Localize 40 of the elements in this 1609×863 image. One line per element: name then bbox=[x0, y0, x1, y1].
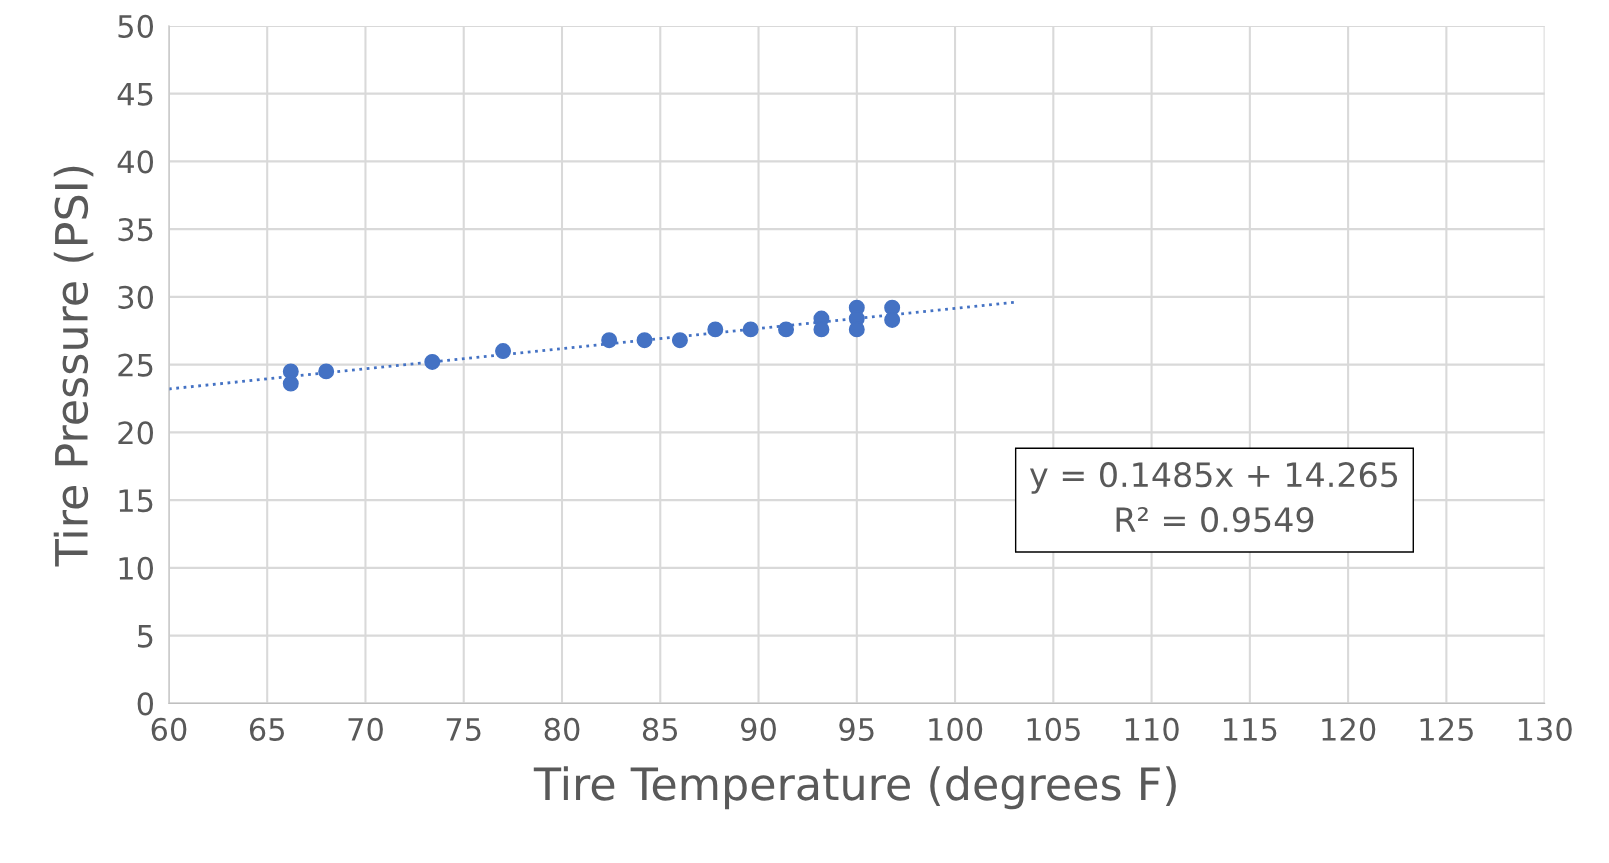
x-tick-label: 60 bbox=[151, 717, 187, 741]
point bbox=[601, 332, 618, 349]
point bbox=[671, 332, 688, 349]
point bbox=[495, 343, 512, 360]
point bbox=[636, 332, 653, 349]
x-tick-label: 115 bbox=[1224, 718, 1277, 741]
y-tick-label: 0 bbox=[137, 692, 154, 716]
x-tick-label: 65 bbox=[249, 717, 284, 741]
point bbox=[282, 375, 299, 392]
y-tick-label: 40 bbox=[117, 150, 154, 174]
y-tick-label: 50 bbox=[118, 14, 154, 38]
x-tick-label: 125 bbox=[1420, 717, 1473, 741]
point bbox=[742, 321, 759, 338]
annotation: y = 0.1485x + 14.265 R² = 0.9549 bbox=[1029, 462, 1398, 533]
x-tick-label: 90 bbox=[741, 717, 776, 741]
x-tick-label: 130 bbox=[1518, 717, 1572, 741]
point bbox=[778, 321, 795, 338]
x-tick-label: 70 bbox=[348, 717, 383, 741]
point bbox=[884, 311, 901, 328]
x-axis-title: Tire Temperature (degrees F) bbox=[533, 766, 1176, 810]
x-tick-label: 110 bbox=[1125, 717, 1179, 741]
x-tick-label: 100 bbox=[929, 717, 983, 741]
y-tick-label: 45 bbox=[117, 82, 153, 106]
x-tick-label: 80 bbox=[544, 717, 580, 741]
y-tick-label: 30 bbox=[118, 285, 154, 309]
y-tick-label: 5 bbox=[137, 624, 153, 648]
y-tick-label: 25 bbox=[118, 353, 153, 377]
x-tick-label: 95 bbox=[839, 717, 874, 741]
y-axis-title: Tire Pressure (PSI) bbox=[53, 166, 94, 567]
y-tick-label: 20 bbox=[118, 421, 154, 445]
y-tick-label: 10 bbox=[119, 556, 154, 580]
x-tick-label: 105 bbox=[1027, 717, 1080, 741]
x-tick-label: 120 bbox=[1322, 717, 1376, 741]
point bbox=[707, 321, 724, 338]
point bbox=[424, 353, 441, 370]
point bbox=[318, 363, 335, 380]
x-tick-label: 75 bbox=[446, 718, 481, 741]
y-tick-label: 35 bbox=[118, 218, 153, 242]
x-tick-label: 85 bbox=[642, 717, 678, 741]
y-tick-label: 15 bbox=[119, 489, 153, 513]
